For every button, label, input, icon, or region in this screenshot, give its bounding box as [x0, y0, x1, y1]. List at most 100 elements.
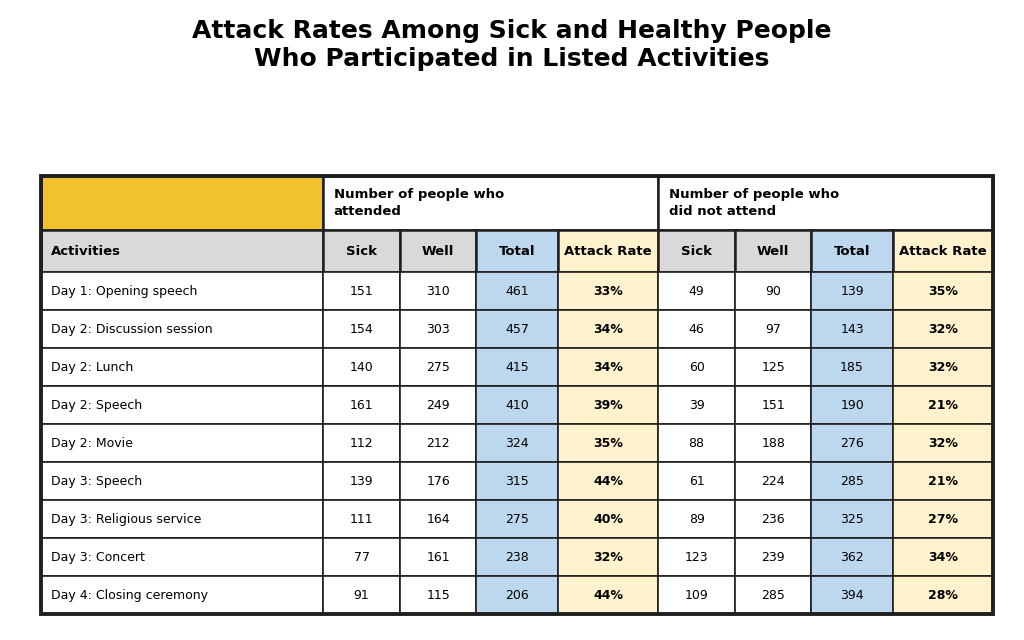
- Text: 91: 91: [353, 589, 370, 602]
- Bar: [41, 424, 324, 462]
- Bar: [811, 230, 893, 272]
- Bar: [735, 500, 811, 538]
- Bar: [811, 348, 893, 386]
- Text: 410: 410: [505, 399, 529, 412]
- Bar: [558, 310, 658, 348]
- Bar: [558, 538, 658, 577]
- Bar: [811, 272, 893, 310]
- Bar: [476, 386, 558, 424]
- Bar: [735, 577, 811, 614]
- Text: 236: 236: [761, 513, 785, 526]
- Bar: [893, 310, 993, 348]
- Text: 89: 89: [688, 513, 705, 526]
- Text: 315: 315: [505, 475, 529, 488]
- Bar: [735, 310, 811, 348]
- Text: Attack Rate: Attack Rate: [899, 244, 987, 258]
- Text: Day 3: Religious service: Day 3: Religious service: [51, 513, 202, 526]
- Text: 27%: 27%: [928, 513, 958, 526]
- Text: Activities: Activities: [51, 244, 121, 258]
- Text: 88: 88: [688, 436, 705, 450]
- Text: 185: 185: [840, 360, 864, 374]
- Bar: [658, 230, 735, 272]
- Text: 97: 97: [765, 323, 781, 335]
- Bar: [41, 272, 324, 310]
- Bar: [41, 538, 324, 577]
- Text: 151: 151: [761, 399, 785, 412]
- Text: 21%: 21%: [928, 399, 958, 412]
- Bar: [400, 577, 476, 614]
- Text: 34%: 34%: [928, 551, 958, 564]
- Bar: [735, 424, 811, 462]
- Bar: [558, 386, 658, 424]
- Text: 394: 394: [841, 589, 864, 602]
- Text: 28%: 28%: [928, 589, 958, 602]
- Text: 324: 324: [505, 436, 529, 450]
- Bar: [811, 424, 893, 462]
- Text: 33%: 33%: [593, 285, 623, 298]
- Text: 34%: 34%: [593, 360, 623, 374]
- Bar: [811, 538, 893, 577]
- Text: 275: 275: [426, 360, 451, 374]
- Text: 39%: 39%: [593, 399, 623, 412]
- Text: 32%: 32%: [928, 323, 958, 335]
- Text: 164: 164: [426, 513, 450, 526]
- Text: 176: 176: [426, 475, 450, 488]
- Bar: [811, 386, 893, 424]
- Text: 285: 285: [761, 589, 785, 602]
- Bar: [735, 230, 811, 272]
- Text: Sick: Sick: [346, 244, 377, 258]
- Bar: [324, 538, 400, 577]
- Bar: [735, 386, 811, 424]
- Text: 123: 123: [685, 551, 709, 564]
- Text: 44%: 44%: [593, 475, 623, 488]
- Bar: [476, 272, 558, 310]
- Text: 40%: 40%: [593, 513, 623, 526]
- Bar: [476, 230, 558, 272]
- Bar: [476, 348, 558, 386]
- Bar: [735, 462, 811, 500]
- Bar: [658, 176, 993, 230]
- Bar: [41, 386, 324, 424]
- Bar: [400, 424, 476, 462]
- Text: Day 2: Movie: Day 2: Movie: [51, 436, 133, 450]
- Bar: [41, 176, 993, 614]
- Text: 140: 140: [350, 360, 374, 374]
- Text: Attack Rates Among Sick and Healthy People
Who Participated in Listed Activities: Attack Rates Among Sick and Healthy Peop…: [193, 19, 831, 71]
- Bar: [811, 462, 893, 500]
- Bar: [41, 176, 324, 230]
- Text: 224: 224: [761, 475, 785, 488]
- Text: 310: 310: [426, 285, 450, 298]
- Bar: [400, 462, 476, 500]
- Bar: [400, 386, 476, 424]
- Text: 61: 61: [689, 475, 705, 488]
- Text: 275: 275: [505, 513, 529, 526]
- Bar: [893, 462, 993, 500]
- Bar: [324, 230, 400, 272]
- Bar: [658, 272, 735, 310]
- Bar: [658, 424, 735, 462]
- Text: Day 2: Lunch: Day 2: Lunch: [51, 360, 133, 374]
- Bar: [324, 386, 400, 424]
- Bar: [558, 424, 658, 462]
- Bar: [558, 348, 658, 386]
- Bar: [658, 386, 735, 424]
- Bar: [558, 272, 658, 310]
- Text: 285: 285: [840, 475, 864, 488]
- Bar: [476, 538, 558, 577]
- Text: 34%: 34%: [593, 323, 623, 335]
- Bar: [893, 424, 993, 462]
- Text: 461: 461: [505, 285, 529, 298]
- Bar: [41, 577, 324, 614]
- Text: Well: Well: [422, 244, 455, 258]
- Bar: [41, 230, 324, 272]
- Bar: [811, 577, 893, 614]
- Text: 362: 362: [841, 551, 864, 564]
- Text: Total: Total: [499, 244, 536, 258]
- Bar: [893, 272, 993, 310]
- Bar: [400, 230, 476, 272]
- Text: Day 2: Speech: Day 2: Speech: [51, 399, 142, 412]
- Text: 190: 190: [841, 399, 864, 412]
- Bar: [558, 230, 658, 272]
- Text: Day 4: Closing ceremony: Day 4: Closing ceremony: [51, 589, 208, 602]
- Text: 249: 249: [426, 399, 450, 412]
